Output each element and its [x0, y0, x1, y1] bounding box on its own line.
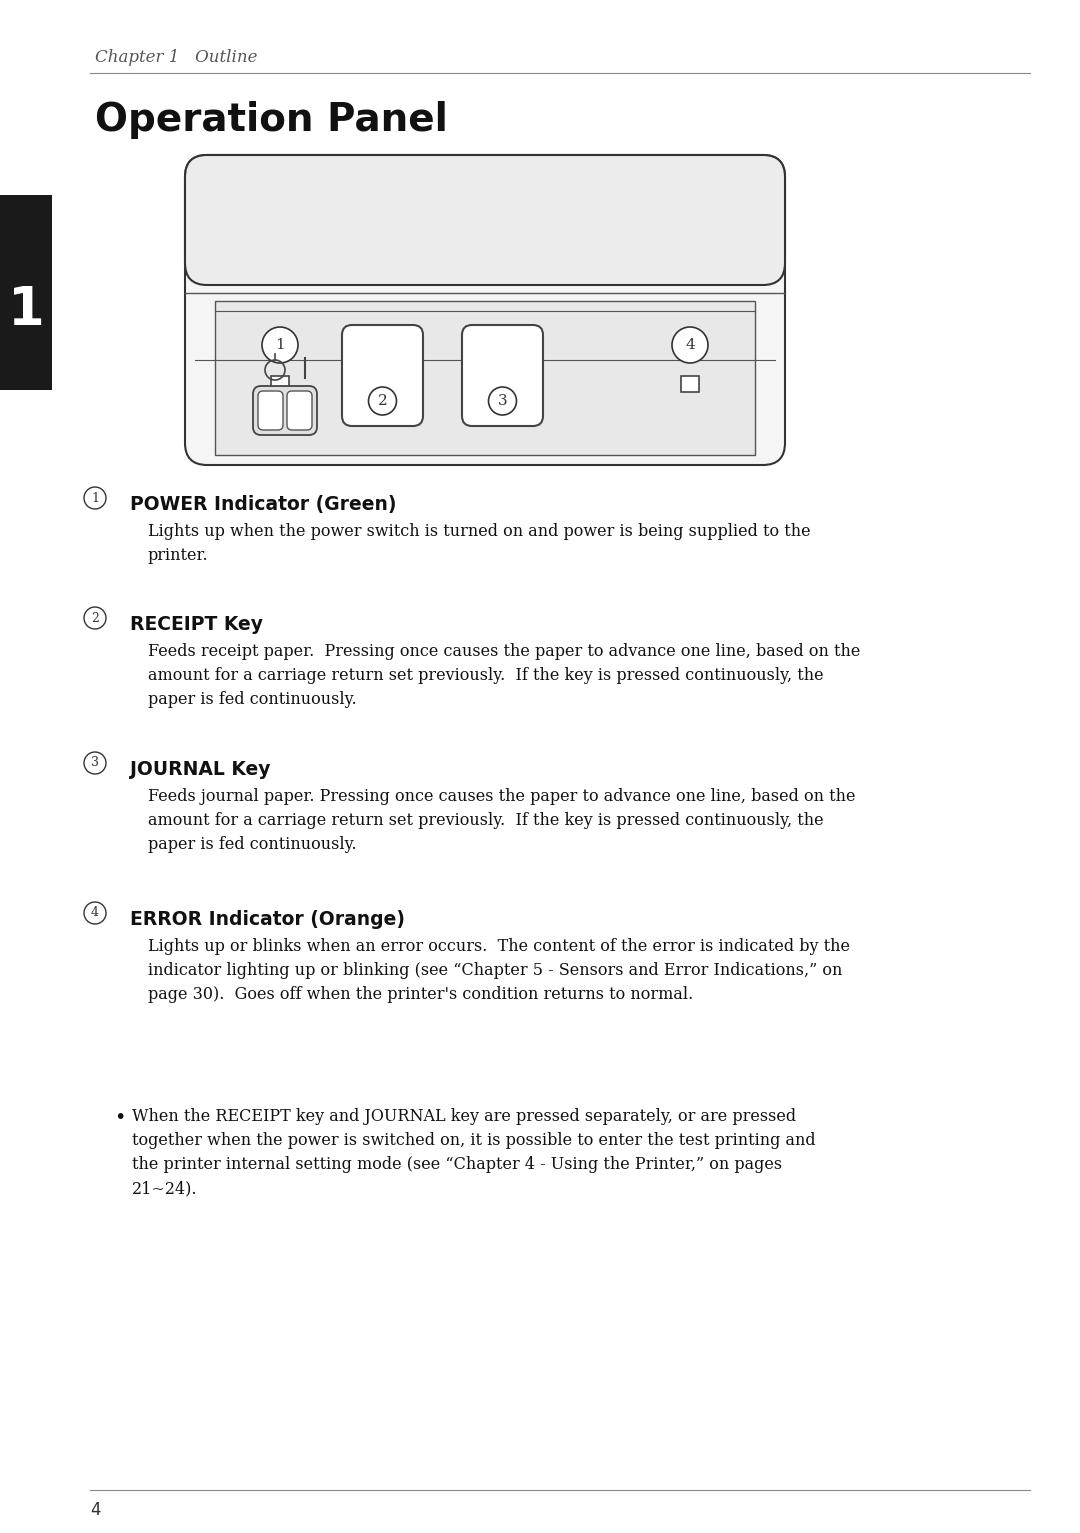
Text: 2: 2 — [91, 612, 99, 624]
FancyBboxPatch shape — [185, 155, 785, 285]
Text: ERROR Indicator (Orange): ERROR Indicator (Orange) — [130, 911, 405, 929]
FancyBboxPatch shape — [342, 325, 423, 426]
Text: 1: 1 — [8, 284, 44, 336]
Text: Operation Panel: Operation Panel — [95, 101, 448, 140]
Text: 3: 3 — [498, 394, 508, 408]
FancyBboxPatch shape — [258, 391, 283, 429]
FancyBboxPatch shape — [215, 300, 755, 455]
Text: 4: 4 — [685, 337, 694, 353]
FancyBboxPatch shape — [0, 195, 52, 389]
Text: 4: 4 — [91, 906, 99, 920]
Text: •: • — [114, 1108, 125, 1127]
Circle shape — [84, 901, 106, 924]
Circle shape — [368, 386, 396, 415]
FancyBboxPatch shape — [253, 386, 318, 435]
Circle shape — [84, 607, 106, 629]
Text: Feeds journal paper. Pressing once causes the paper to advance one line, based o: Feeds journal paper. Pressing once cause… — [148, 788, 855, 854]
Text: JOURNAL Key: JOURNAL Key — [130, 760, 270, 779]
Text: 4: 4 — [90, 1501, 100, 1519]
FancyBboxPatch shape — [271, 376, 289, 392]
Text: 1: 1 — [91, 492, 99, 504]
Text: RECEIPT Key: RECEIPT Key — [130, 615, 264, 635]
FancyBboxPatch shape — [185, 155, 785, 464]
Text: Chapter 1   Outline: Chapter 1 Outline — [95, 49, 257, 66]
Circle shape — [262, 327, 298, 363]
FancyBboxPatch shape — [462, 325, 543, 426]
Text: POWER Indicator (Green): POWER Indicator (Green) — [130, 495, 396, 514]
Text: Feeds receipt paper.  Pressing once causes the paper to advance one line, based : Feeds receipt paper. Pressing once cause… — [148, 642, 861, 708]
FancyBboxPatch shape — [287, 391, 312, 429]
Circle shape — [84, 487, 106, 509]
Text: Lights up or blinks when an error occurs.  The content of the error is indicated: Lights up or blinks when an error occurs… — [148, 938, 850, 1003]
FancyBboxPatch shape — [681, 376, 699, 392]
Text: 3: 3 — [91, 756, 99, 770]
Text: Lights up when the power switch is turned on and power is being supplied to the
: Lights up when the power switch is turne… — [148, 523, 811, 564]
Circle shape — [672, 327, 708, 363]
Text: 2: 2 — [378, 394, 388, 408]
Circle shape — [488, 386, 516, 415]
Text: When the RECEIPT key and JOURNAL key are pressed separately, or are pressed
toge: When the RECEIPT key and JOURNAL key are… — [132, 1108, 815, 1197]
Circle shape — [84, 753, 106, 774]
Text: 1: 1 — [275, 337, 285, 353]
